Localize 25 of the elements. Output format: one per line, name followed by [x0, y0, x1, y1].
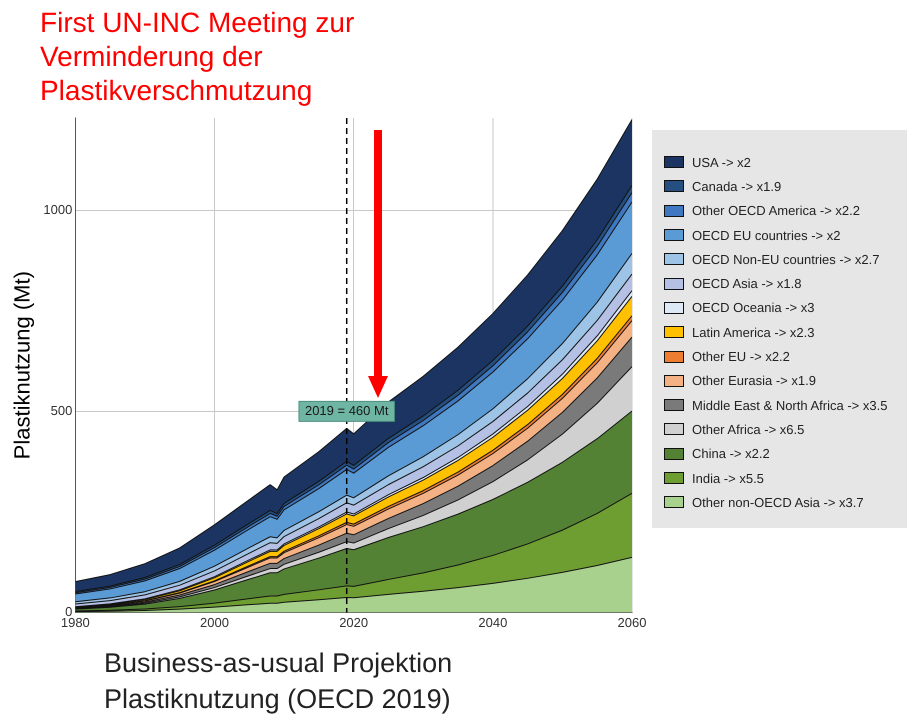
legend-label: OECD Non-EU countries -> x2.7	[692, 252, 880, 267]
x-tick-label: 2020	[339, 614, 368, 630]
legend-label: Other Eurasia -> x1.9	[692, 373, 816, 388]
legend-label: China -> x2.2	[692, 446, 770, 462]
legend-label: Other OECD America -> x2.2	[692, 203, 860, 218]
legend-label: USA -> x2	[692, 154, 751, 170]
legend-label: Other EU -> x2.2	[692, 349, 790, 364]
legend-label: Other Africa -> x6.5	[692, 422, 804, 437]
legend-label: Other non-OECD Asia -> x3.7	[692, 494, 864, 510]
y-tick-label: 1000	[43, 202, 72, 218]
legend-label: OECD Asia -> x1.8	[692, 276, 802, 292]
y-tick-label: 500	[50, 403, 72, 418]
x-tick-label: 2040	[478, 614, 508, 630]
legend-label: Canada -> x1.9	[692, 178, 782, 194]
chart-title: First UN-INC Meeting zur Verminderung der Plastikverschmutzung	[40, 6, 356, 108]
legend-label: Latin America -> x2.3	[692, 324, 814, 340]
x-tick-label: 2000	[200, 614, 229, 630]
annotation: 2019 = 460 Mt	[304, 403, 389, 418]
x-axis-title: Business-as-usual Projektion Plastiknutzung (OECD 2019)	[104, 647, 454, 716]
legend-label: OECD EU countries -> x2	[692, 228, 840, 243]
legend-label: Middle East & North Africa -> x3.5	[692, 398, 888, 413]
legend-label: India -> x5.5	[692, 470, 764, 486]
x-tick-label: 2060	[618, 614, 646, 630]
y-axis-title: Plastiknutzung (Mt)	[9, 271, 34, 460]
legend-label: OECD Oceania -> x3	[692, 300, 814, 316]
